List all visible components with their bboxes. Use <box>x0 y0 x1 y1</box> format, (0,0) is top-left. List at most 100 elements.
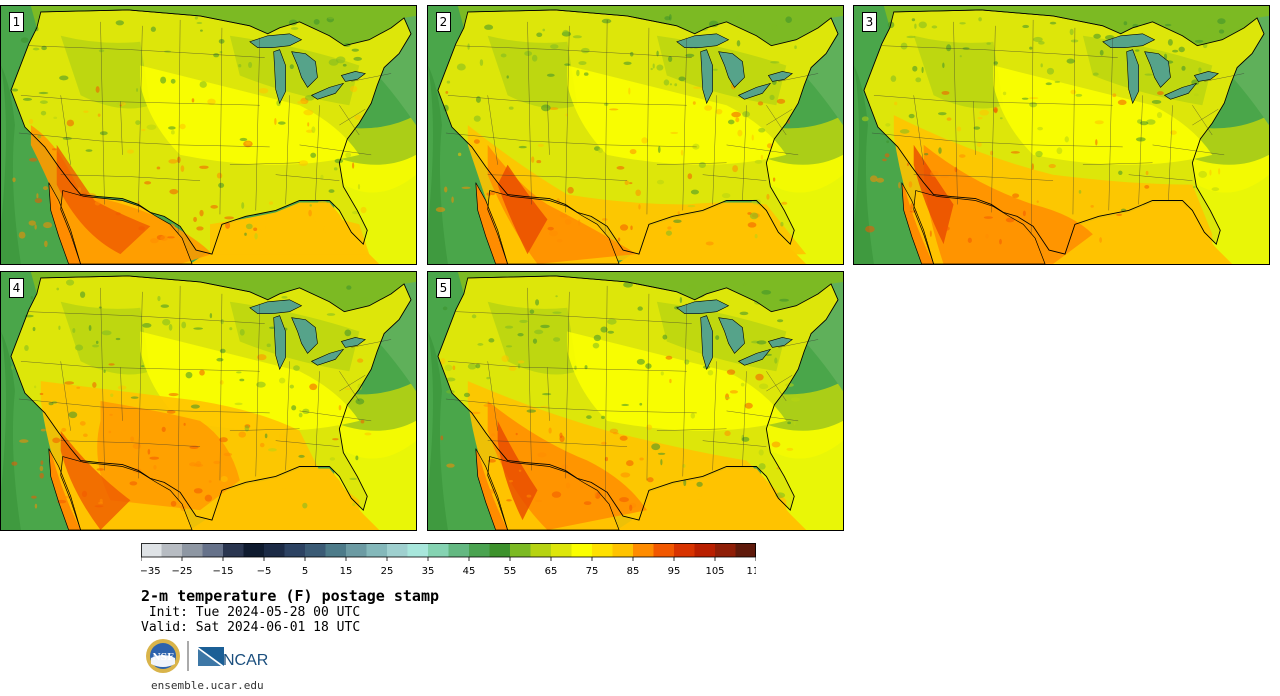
terrain-detail <box>110 393 114 397</box>
terrain-detail <box>779 298 789 302</box>
terrain-detail <box>256 381 266 388</box>
terrain-detail <box>1075 93 1083 97</box>
terrain-detail <box>650 67 653 71</box>
terrain-detail <box>911 18 916 22</box>
colorbar-swatch <box>305 543 326 557</box>
terrain-detail <box>1123 21 1128 26</box>
terrain-detail <box>885 123 891 127</box>
terrain-detail <box>446 80 451 84</box>
state-border <box>177 285 181 501</box>
terrain-detail <box>40 110 47 116</box>
state-border <box>219 27 223 215</box>
terrain-detail <box>1036 200 1039 203</box>
terrain-detail <box>583 72 589 76</box>
state-border <box>565 25 570 213</box>
terrain-detail <box>517 360 525 364</box>
terrain-detail <box>1202 37 1208 40</box>
terrain-detail <box>770 24 778 31</box>
coastline <box>10 9 412 255</box>
terrain-detail <box>766 143 773 149</box>
terrain-detail <box>130 396 139 399</box>
state-border <box>18 398 270 414</box>
great-lake <box>291 317 318 354</box>
terrain-detail <box>94 200 101 206</box>
colorbar-swatch <box>387 543 408 557</box>
terrain-detail <box>234 402 243 406</box>
terrain-detail <box>754 234 758 239</box>
terrain-detail <box>636 358 645 365</box>
terrain-detail <box>747 222 757 228</box>
terrain-detail <box>633 14 638 18</box>
terrain-detail <box>629 148 637 155</box>
terrain-detail <box>908 181 913 188</box>
terrain-detail <box>526 409 537 413</box>
terrain-detail <box>168 159 178 164</box>
terrain-detail <box>304 94 315 101</box>
terrain-detail <box>639 402 643 406</box>
terrain-detail <box>561 464 569 470</box>
terrain-detail <box>900 42 908 50</box>
terrain-detail <box>456 63 466 71</box>
terrain-detail <box>219 348 226 354</box>
canada-border <box>893 9 1103 27</box>
terrain-detail <box>141 128 146 132</box>
terrain-detail <box>115 20 125 26</box>
terrain-detail <box>766 193 770 200</box>
terrain-detail <box>715 335 720 340</box>
terrain-detail <box>515 432 518 436</box>
state-border <box>177 19 181 235</box>
terrain-detail <box>890 75 897 82</box>
colorbar-swatch <box>366 543 388 557</box>
terrain-detail <box>92 381 97 388</box>
panel-number: 5 <box>436 278 451 298</box>
terrain-detail <box>623 61 632 65</box>
terrain-detail <box>930 170 939 177</box>
terrain-detail <box>931 25 938 29</box>
terrain-detail <box>921 66 924 74</box>
mexico-border <box>60 456 193 530</box>
state-border <box>547 367 550 421</box>
terrain-detail <box>690 189 699 195</box>
terrain-detail <box>601 441 607 445</box>
state-border <box>339 375 366 392</box>
terrain-detail <box>1206 24 1215 28</box>
terrain-detail <box>993 106 998 113</box>
state-border <box>646 27 650 215</box>
colorbar-swatch <box>284 543 306 557</box>
terrain-detail <box>445 377 456 382</box>
state-border <box>1192 109 1219 126</box>
terrain-detail <box>1135 49 1140 52</box>
terrain-detail <box>556 238 563 243</box>
terrain-detail <box>690 412 696 419</box>
state-border <box>656 162 727 165</box>
terrain-detail <box>726 369 736 375</box>
state-border <box>28 311 265 324</box>
svg-text:NCAR: NCAR <box>223 652 268 669</box>
terrain-detail <box>665 230 673 236</box>
state-border <box>913 95 924 165</box>
terrain-detail <box>311 126 316 134</box>
colorbar-swatch <box>530 543 552 557</box>
mexico-border <box>487 190 620 264</box>
terrain-detail <box>517 333 524 337</box>
terrain-detail <box>170 500 177 507</box>
terrain-detail <box>467 43 470 50</box>
terrain-detail <box>95 86 100 93</box>
great-lake <box>273 315 286 371</box>
terrain-detail <box>518 145 527 149</box>
terrain-detail <box>724 396 731 400</box>
central-warm-zone <box>993 65 1213 165</box>
terrain-detail <box>161 426 166 433</box>
state-border <box>299 410 372 422</box>
colorbar-swatch <box>428 543 449 557</box>
terrain-detail <box>1157 91 1164 96</box>
state-border <box>28 45 265 58</box>
hot-zone <box>923 144 1093 264</box>
terrain-detail <box>44 240 48 248</box>
terrain-detail <box>638 204 641 210</box>
colorbar-tick-label: −15 <box>212 566 233 577</box>
rockies-cool-zone <box>487 35 578 109</box>
terrain-detail <box>346 285 352 290</box>
terrain-detail <box>18 231 26 239</box>
terrain-detail <box>695 493 702 500</box>
